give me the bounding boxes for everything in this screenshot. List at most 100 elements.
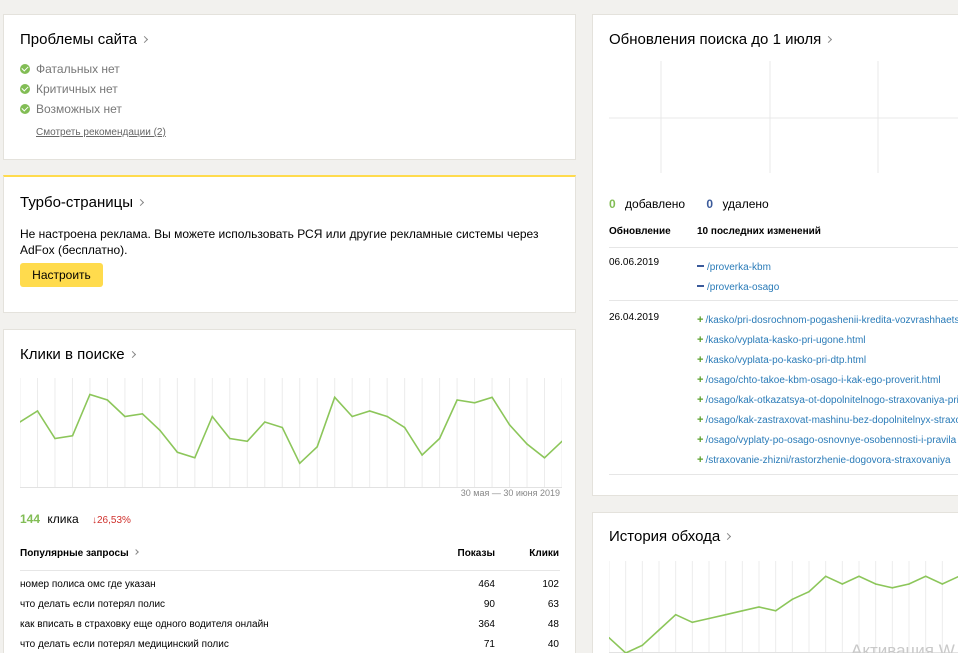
site-problems-card: Проблемы сайта Фатальных нет Критичных н…: [3, 14, 576, 160]
updates-bottom-divider: [609, 474, 958, 475]
query-text: как вписать в страховку еще одного водит…: [20, 619, 269, 630]
added-label: добавлено: [625, 197, 686, 211]
clicks-point: [561, 440, 562, 443]
history-point: [874, 583, 877, 585]
clicks-date-range: 30 мая — 30 июня 2019: [460, 488, 560, 498]
history-point: [708, 617, 710, 620]
history-point: [924, 575, 927, 578]
change-item-added[interactable]: +/straxovanie-zhizni/rastorzhenie-dogovo…: [697, 454, 951, 466]
clicks-point: [141, 412, 144, 415]
search-updates-card: Обновления поиска до 1 июля 0 добавлено …: [592, 14, 958, 496]
change-item-added[interactable]: +/kasko/vyplata-po-kasko-pri-dtp.html: [697, 354, 867, 366]
history-point: [741, 610, 744, 612]
plus-icon: +: [697, 334, 704, 346]
change-item-removed[interactable]: /proverka-osago: [697, 277, 779, 295]
popular-queries-header[interactable]: Популярные запросы: [20, 548, 139, 559]
clicks-point: [421, 454, 423, 456]
clicks-point: [229, 437, 231, 440]
clicks-line-chart: [20, 378, 562, 488]
query-shows: 71: [483, 639, 495, 650]
clicks-column-header: Клики: [529, 548, 559, 559]
query-shows: 364: [478, 619, 495, 630]
plus-icon: +: [697, 394, 704, 406]
problem-fatal-row: Фатальных нет: [20, 62, 120, 76]
updates-summary: 0 добавлено 0 удалено: [609, 197, 769, 211]
history-point: [724, 613, 727, 616]
update-date: 26.04.2019: [609, 312, 660, 323]
clicks-point: [368, 410, 371, 412]
clicks-point: [403, 426, 406, 429]
change-item-added[interactable]: +/osago/chto-takoe-kbm-osago-i-kak-ego-p…: [697, 374, 941, 386]
check-circle-icon: [20, 103, 30, 114]
turbo-pages-title[interactable]: Турбо-страницы: [20, 194, 145, 211]
chevron-right-icon: [132, 549, 139, 555]
clicks-count: 144: [20, 512, 41, 526]
clicks-series-line: [20, 393, 562, 465]
clicks-point: [194, 456, 196, 459]
clicks-point: [298, 462, 301, 465]
query-clicks: 40: [547, 639, 559, 650]
clicks-point: [508, 423, 511, 426]
clicks-point: [386, 415, 388, 418]
removed-label: удалено: [722, 197, 769, 211]
crawl-history-line-chart: [609, 561, 958, 653]
query-text: номер полиса омс где указан: [20, 579, 156, 590]
change-item-removed[interactable]: /proverka-kbm: [697, 257, 771, 275]
clicks-point: [54, 437, 56, 440]
clicks-point: [106, 399, 109, 401]
change-item-added[interactable]: +/osago/kak-zastraxovat-mashinu-bez-dopo…: [697, 414, 958, 426]
clicks-point: [159, 429, 161, 432]
query-clicks: 48: [547, 619, 559, 630]
change-item-added[interactable]: +/kasko/vyplata-kasko-pri-ugone.html: [697, 334, 866, 346]
chevron-right-icon: [136, 198, 145, 207]
search-clicks-title[interactable]: Клики в поиске: [20, 346, 136, 363]
clicks-point: [473, 401, 476, 404]
clicks-point: [176, 451, 179, 454]
crawl-history-title[interactable]: История обхода: [609, 528, 732, 545]
clicks-point: [246, 440, 249, 443]
update-date: 06.06.2019: [609, 257, 660, 268]
plus-icon: +: [697, 414, 704, 426]
chevron-right-icon: [825, 35, 833, 44]
change-item-added[interactable]: +/osago/kak-otkazatsya-ot-dopolnitelnogo…: [697, 394, 958, 406]
clicks-point: [316, 445, 319, 448]
history-point: [891, 587, 894, 589]
history-point: [609, 636, 610, 639]
history-point: [758, 606, 760, 608]
clicks-point: [456, 399, 458, 401]
clicks-point: [20, 421, 21, 423]
history-point: [824, 575, 827, 578]
clicks-point: [351, 415, 353, 418]
history-point: [908, 583, 910, 585]
clicks-point: [543, 456, 546, 459]
clicks-point: [89, 393, 91, 396]
search-updates-title[interactable]: Обновления поиска до 1 июля: [609, 31, 833, 48]
history-point: [791, 598, 794, 601]
query-text: что делать если потерял медицинский поли…: [20, 639, 229, 650]
query-clicks: 102: [542, 579, 559, 590]
clicks-point: [491, 396, 493, 399]
minus-icon: [697, 284, 704, 287]
history-point: [658, 629, 660, 631]
clicks-point: [333, 396, 336, 399]
plus-icon: +: [697, 374, 704, 386]
recommendations-link[interactable]: Смотреть рекомендации (2): [36, 127, 166, 138]
history-point: [941, 583, 944, 585]
shows-column-header: Показы: [457, 548, 496, 559]
turbo-ads-message: Не настроена реклама. Вы можете использо…: [20, 227, 539, 257]
query-clicks: 63: [547, 599, 559, 610]
queries-table-divider: [20, 570, 560, 571]
change-item-added[interactable]: +/kasko/pri-dosrochnom-pogashenii-kredit…: [697, 314, 958, 326]
clicks-point: [36, 410, 39, 412]
history-point: [641, 644, 644, 647]
change-item-added[interactable]: +/osago/vyplaty-po-osago-osnovnye-osoben…: [697, 434, 957, 446]
query-shows: 90: [483, 599, 495, 610]
query-text: что делать если потерял полис: [20, 599, 166, 610]
history-point: [774, 610, 777, 612]
configure-button[interactable]: Настроить: [20, 263, 103, 287]
clicks-point: [526, 443, 528, 445]
clicks-point: [438, 437, 441, 440]
update-column-header: Обновление: [609, 226, 671, 237]
problem-possible-row: Возможных нет: [20, 102, 122, 116]
site-problems-title[interactable]: Проблемы сайта: [20, 31, 149, 48]
